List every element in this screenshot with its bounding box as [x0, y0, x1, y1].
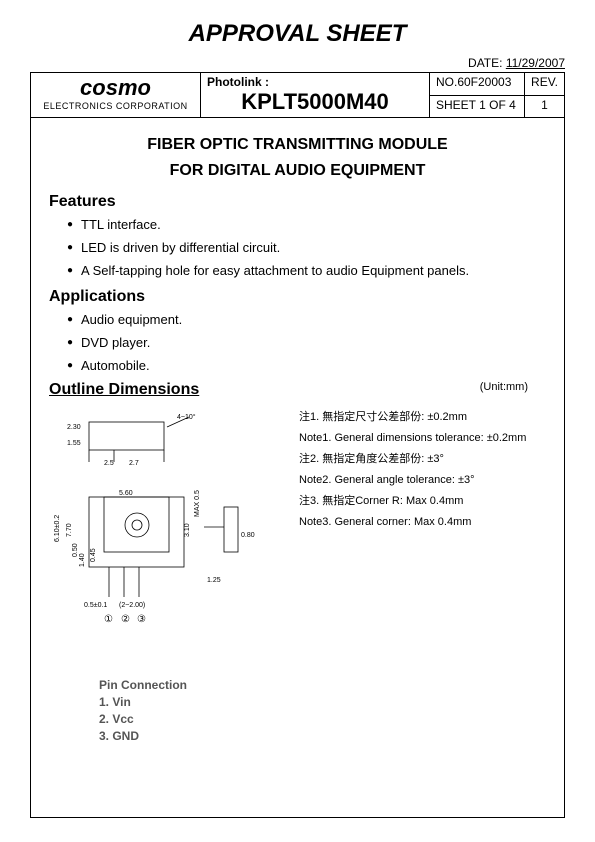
date-label: DATE: — [468, 56, 502, 70]
sheet-info: SHEET 1 OF 4 — [430, 95, 525, 118]
dim-text: MAX 0.5 — [194, 490, 201, 517]
features-head: Features — [49, 193, 546, 211]
dim-text: (2~2.00) — [119, 602, 145, 609]
dimensions-area: 2.30 1.55 2.5 2.7 4~10° — [49, 407, 546, 744]
dim-text: 3.10 — [184, 523, 191, 537]
notes-column: 注1. 無指定尺寸公差部份: ±0.2mm Note1. General dim… — [279, 407, 546, 744]
features-list: TTL interface. LED is driven by differen… — [49, 217, 546, 278]
page-title: APPROVAL SHEET — [30, 20, 565, 48]
feature-item: A Self-tapping hole for easy attachment … — [67, 263, 546, 278]
pin-connection: Pin Connection 1. Vin 2. Vcc 3. GND — [99, 677, 279, 744]
pin-marker: ③ — [137, 614, 146, 625]
module-title-2: FOR DIGITAL AUDIO EQUIPMENT — [49, 158, 546, 184]
dim-text: 7.70 — [66, 523, 73, 537]
application-item: DVD player. — [67, 335, 546, 350]
dim-text: 2.30 — [67, 424, 81, 431]
content-box: FIBER OPTIC TRANSMITTING MODULE FOR DIGI… — [30, 118, 565, 818]
dim-text: 0.45 — [90, 548, 97, 562]
note2-cn: 注2. 無指定角度公差部份: ±3° — [299, 449, 546, 470]
note3-en: Note3. General corner: Max 0.4mm — [299, 512, 546, 533]
pin-marker: ② — [121, 614, 130, 625]
dimension-drawing-svg: 2.30 1.55 2.5 2.7 4~10° — [49, 407, 269, 667]
note2-en: Note2. General angle tolerance: ±3° — [299, 470, 546, 491]
pin-3: 3. GND — [99, 728, 279, 745]
note1-en: Note1. General dimensions tolerance: ±0.… — [299, 428, 546, 449]
unit-label: (Unit:mm) — [480, 381, 528, 393]
dim-text: 6.10±0.2 — [54, 515, 61, 542]
pin-1: 1. Vin — [99, 694, 279, 711]
pin-2: 2. Vcc — [99, 711, 279, 728]
date-value: 11/29/2007 — [506, 56, 565, 70]
note3-cn: 注3. 無指定Corner R: Max 0.4mm — [299, 491, 546, 512]
company-name: cosmo — [37, 75, 194, 101]
company-cell: cosmo ELECTRONICS CORPORATION — [31, 73, 201, 118]
part-cell: Photolink : KPLT5000M40 — [201, 73, 430, 118]
applications-head: Applications — [49, 288, 546, 306]
dim-text: 0.80 — [241, 532, 255, 539]
pin-conn-head: Pin Connection — [99, 677, 279, 694]
part-number: KPLT5000M40 — [207, 89, 423, 115]
rev-label: REV. — [525, 73, 565, 96]
outline-head: Outline Dimensions — [49, 381, 199, 398]
application-item: Automobile. — [67, 358, 546, 373]
dim-text: 0.5±0.1 — [84, 602, 107, 609]
photolink-label: Photolink : — [207, 75, 423, 89]
dim-text: 1.55 — [67, 440, 81, 447]
date-line: DATE: 11/29/2007 — [30, 56, 565, 70]
module-title-1: FIBER OPTIC TRANSMITTING MODULE — [49, 132, 546, 158]
dim-text: 2.5 — [104, 460, 114, 467]
company-sub: ELECTRONICS CORPORATION — [37, 101, 194, 111]
dim-text: 2.7 — [129, 460, 139, 467]
note1-cn: 注1. 無指定尺寸公差部份: ±0.2mm — [299, 407, 546, 428]
doc-no: NO.60F20003 — [430, 73, 525, 96]
dim-text: 1.40 — [79, 553, 86, 567]
dim-text: 0.50 — [72, 543, 79, 557]
dim-text: 5.60 — [119, 490, 133, 497]
header-table: cosmo ELECTRONICS CORPORATION Photolink … — [30, 72, 565, 118]
application-item: Audio equipment. — [67, 312, 546, 327]
rev-value: 1 — [525, 95, 565, 118]
outline-drawing: 2.30 1.55 2.5 2.7 4~10° — [49, 407, 279, 667]
pin-marker: ① — [104, 614, 113, 625]
dim-text: 4~10° — [177, 413, 196, 421]
applications-list: Audio equipment. DVD player. Automobile. — [49, 312, 546, 373]
drawing-column: 2.30 1.55 2.5 2.7 4~10° — [49, 407, 279, 744]
feature-item: LED is driven by differential circuit. — [67, 240, 546, 255]
feature-item: TTL interface. — [67, 217, 546, 232]
dim-text: 1.25 — [207, 577, 221, 584]
